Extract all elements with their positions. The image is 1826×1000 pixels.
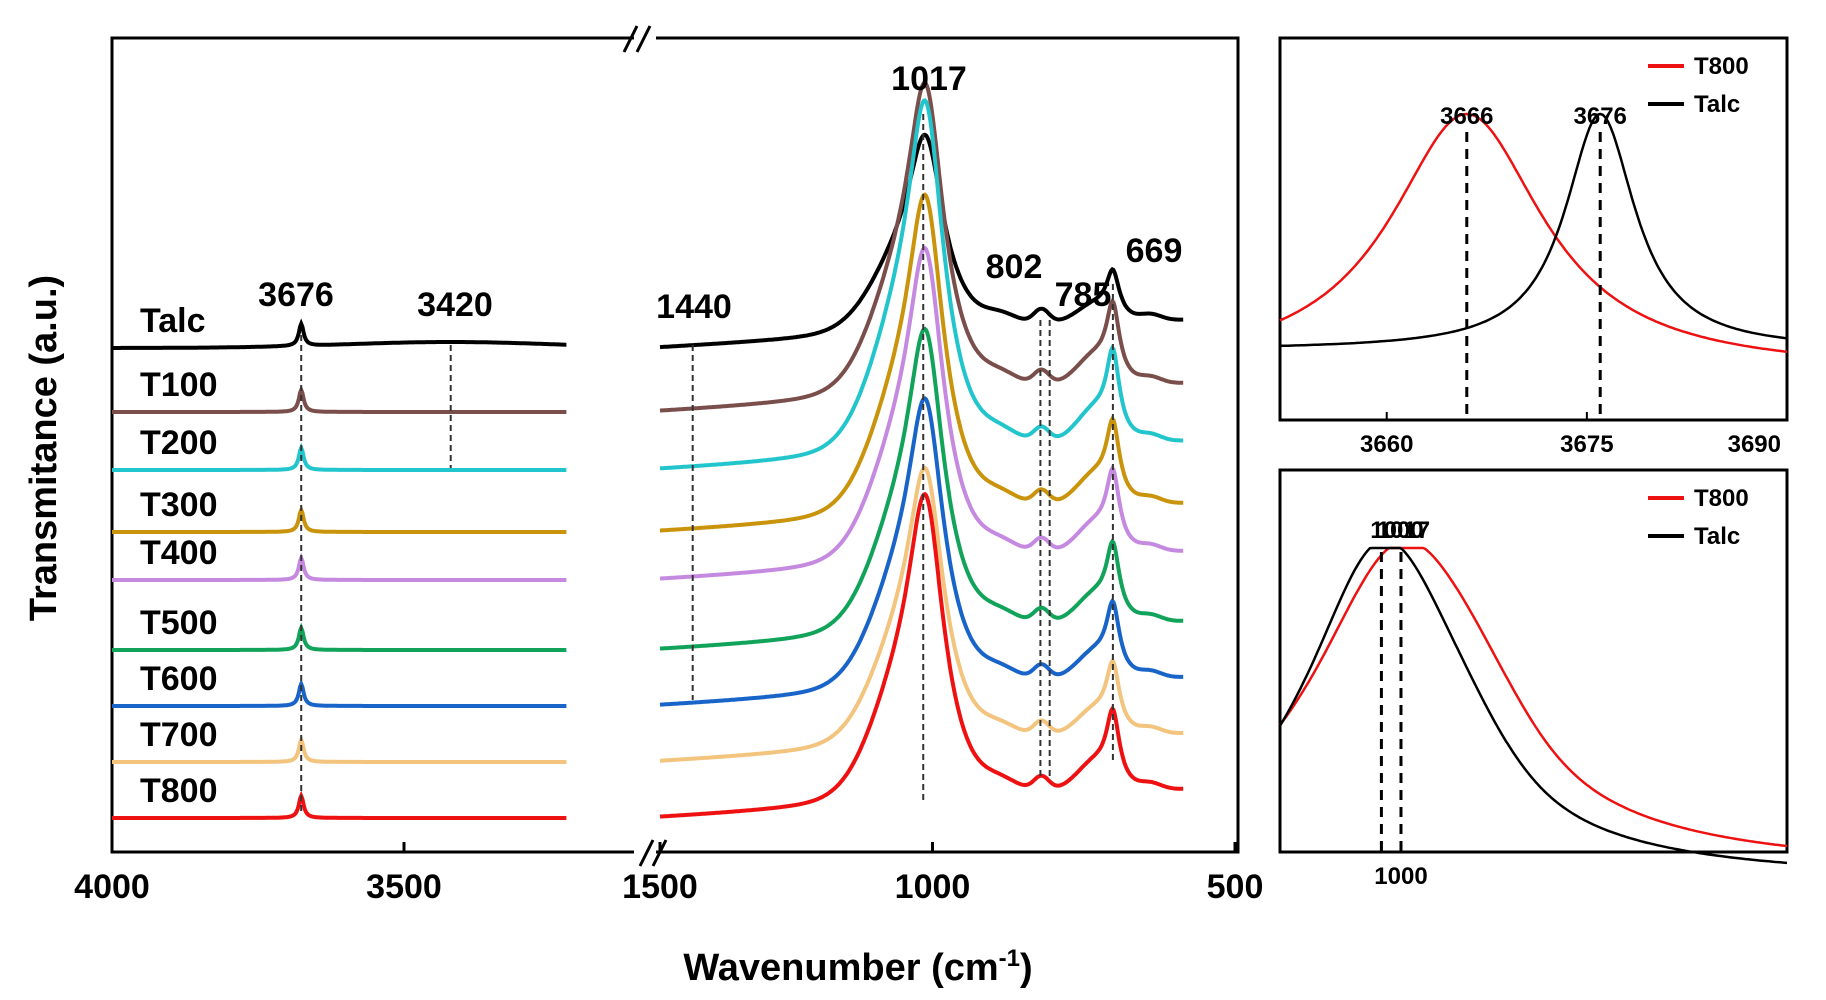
peak-label: 3676 bbox=[258, 276, 334, 314]
x-tick-label: 3500 bbox=[366, 868, 442, 906]
series-line-right bbox=[659, 98, 1184, 471]
series-label: T200 bbox=[140, 424, 218, 462]
peak-label: 785 bbox=[1055, 276, 1112, 314]
series-label: T700 bbox=[140, 716, 218, 754]
peak-label: 1017 bbox=[891, 60, 967, 98]
inset-sio-peak-label: 1000 bbox=[1370, 517, 1423, 544]
main-guide-lines bbox=[300, 114, 1114, 812]
peak-label: 669 bbox=[1126, 232, 1183, 270]
series-line-right bbox=[659, 491, 1184, 819]
peak-annotations: 3676 3420 1440 1017 802 785 669 bbox=[258, 60, 1182, 326]
main-x-ticks: 4000 3500 1500 1000 500 bbox=[74, 842, 1263, 906]
inset-oh-peak-label: 3666 bbox=[1440, 103, 1493, 130]
main-curves bbox=[112, 80, 1184, 820]
peak-label: 1440 bbox=[656, 288, 732, 326]
inset-oh-frame bbox=[1278, 36, 1789, 422]
main-plot-frame bbox=[110, 36, 1240, 854]
series-line-right bbox=[659, 132, 1184, 350]
legend-label: T800 bbox=[1694, 485, 1749, 512]
legend-label: T800 bbox=[1694, 53, 1749, 80]
inset-oh-line bbox=[1279, 112, 1788, 354]
series-line-left bbox=[112, 734, 567, 764]
x-tick-label: 1500 bbox=[622, 868, 698, 906]
inset-sio-content: 1000 T800 1017 Talc 1000 bbox=[1278, 485, 1788, 890]
x-tick-label: 1000 bbox=[895, 868, 971, 906]
inset-oh-tick-label: 3675 bbox=[1560, 431, 1613, 458]
series-line-left bbox=[112, 790, 567, 820]
series-labels: Talc T100 T200 T300 T400 T500 T600 T700 T800 bbox=[140, 302, 218, 810]
legend-label: Talc bbox=[1694, 91, 1740, 118]
inset-sio-line bbox=[1278, 546, 1788, 848]
inset-oh-tick-label: 3660 bbox=[1360, 431, 1413, 458]
inset-oh-panel: 3666 T800 3676 Talc 3660 3675 3690 bbox=[1278, 36, 1789, 458]
inset-sio-tick-label: 1000 bbox=[1374, 863, 1427, 890]
series-label: T600 bbox=[140, 660, 218, 698]
inset-oh-peak-label: 3676 bbox=[1574, 103, 1627, 130]
series-line-left bbox=[112, 442, 567, 472]
series-label: T300 bbox=[140, 486, 218, 524]
inset-oh-tick-label: 3690 bbox=[1728, 431, 1781, 458]
series-label: Talc bbox=[140, 302, 206, 340]
legend-label: Talc bbox=[1694, 523, 1740, 550]
main-panel: 4000 3500 1500 1000 500 Talc T100 T200 T300 T400… bbox=[23, 25, 1263, 989]
series-label: T100 bbox=[140, 366, 218, 404]
series-line-left bbox=[112, 318, 567, 350]
series-label: T500 bbox=[140, 604, 218, 642]
series-line-left bbox=[112, 678, 567, 708]
series-label: T400 bbox=[140, 534, 218, 572]
y-axis-label: Transmitance (a.u.) bbox=[23, 275, 65, 621]
series-line-right bbox=[659, 245, 1184, 581]
series-line-left bbox=[112, 622, 567, 652]
series-line-right bbox=[659, 396, 1184, 707]
series-label: T800 bbox=[140, 772, 218, 810]
x-tick-label: 500 bbox=[1207, 868, 1264, 906]
inset-oh-line bbox=[1279, 112, 1788, 348]
peak-label: 3420 bbox=[417, 286, 493, 324]
series-line-right bbox=[660, 192, 1184, 533]
peak-label: 802 bbox=[986, 248, 1043, 286]
inset-sio-peak-label: 1017 bbox=[1377, 517, 1430, 544]
series-line-left bbox=[112, 552, 567, 582]
series-line-right bbox=[660, 465, 1184, 763]
x-tick-label: 4000 bbox=[74, 868, 150, 906]
series-line-left bbox=[112, 384, 567, 414]
series-line-right bbox=[659, 80, 1184, 413]
x-axis-label: Wavenumber (cm-1) bbox=[683, 945, 1032, 989]
inset-sio-panel: 1000 T800 1017 Talc 1000 bbox=[1278, 468, 1789, 890]
inset-sio-line bbox=[1278, 546, 1788, 865]
axis-break-marks bbox=[622, 25, 668, 867]
series-line-right bbox=[659, 326, 1184, 651]
inset-sio-frame bbox=[1278, 468, 1789, 854]
series-line-left bbox=[112, 504, 567, 534]
inset-oh-content: 3666 T800 3676 Talc 3660 3675 3690 bbox=[1279, 53, 1788, 458]
